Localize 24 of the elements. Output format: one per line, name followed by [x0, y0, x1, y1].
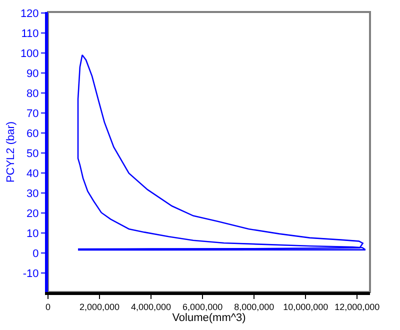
y-tick-label: 60 [26, 128, 39, 140]
y-tick-label: 80 [26, 88, 39, 100]
y-tick-label: 10 [26, 228, 39, 240]
x-tick-label: 4,000,000 [131, 302, 172, 312]
y-tick-label: 90 [26, 68, 39, 80]
y-tick-label: 40 [26, 168, 39, 180]
y-tick-label: 70 [26, 108, 39, 120]
x-tick-label: 8,000,000 [234, 302, 274, 312]
y-tick-label: 30 [26, 188, 39, 200]
x-tick-label: 0 [45, 302, 51, 312]
y-axis-title: PCYL2 (bar) [5, 121, 18, 183]
y-tick-label: 0 [32, 248, 39, 260]
y-tick-label: 120 [20, 8, 39, 20]
y-tick-label: -10 [22, 268, 39, 280]
x-axis-title: Volume(mm^3) [172, 312, 246, 324]
x-tick-label: 10,000,000 [283, 302, 328, 312]
x-tick-label: 2,000,000 [79, 302, 120, 312]
x-tick-label: 12,000,000 [334, 302, 380, 312]
line-series [77, 54, 366, 251]
y-tick-label: 50 [26, 148, 39, 160]
y-tick-label: 110 [21, 28, 39, 40]
y-tick-label: 100 [20, 48, 39, 60]
x-tick-label: 6,000,000 [182, 302, 223, 312]
y-tick-label: 20 [26, 208, 39, 220]
